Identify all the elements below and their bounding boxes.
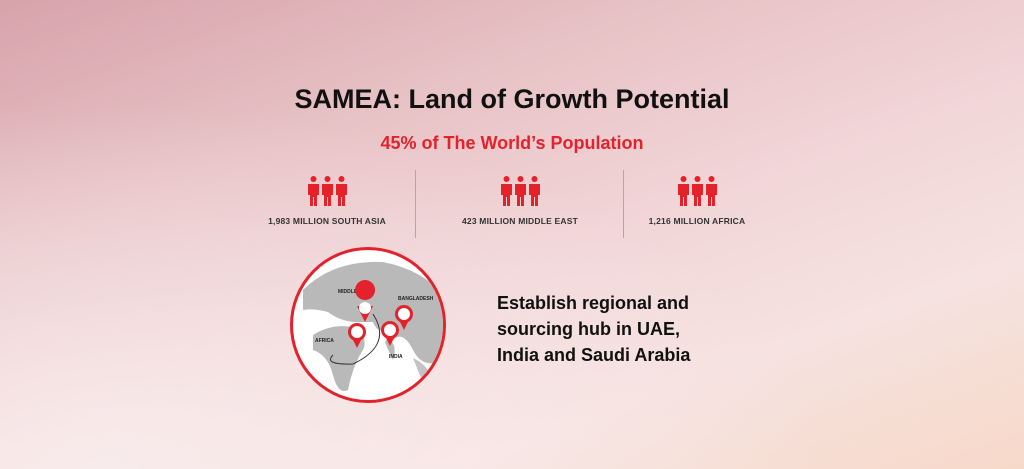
stat-label: 1,216 MILLION AFRICA [648,216,746,226]
stat-middle-east: 423 MILLION MIDDLE EAST [425,176,615,226]
hub-line: Establish regional and [497,293,690,313]
page-subtitle: 45% of The World’s Population [380,133,644,153]
map-pin-icon [355,280,376,322]
people-icon [232,176,422,206]
map-label-africa: AFRICA [315,338,334,344]
hub-description: Establish regional and sourcing hub in U… [497,290,690,368]
map-label-india: INDIA [389,354,403,360]
map-label-bangladesh: BANGLADESH [398,296,434,302]
people-icon [425,176,615,206]
map-pin-icon [381,321,399,346]
stat-africa: 1,216 MILLION AFRICA [602,176,792,226]
stat-south-asia: 1,983 MILLION SOUTH ASIA [232,176,422,226]
map-label-middle-east: MIDDLE EAST [338,289,372,295]
divider [415,170,416,238]
map-pin-icon [348,323,366,348]
stat-label: 423 MILLION MIDDLE EAST [461,216,579,226]
page-title: SAMEA: Land of Growth Potential [294,84,730,114]
stat-label: 1,983 MILLION SOUTH ASIA [268,216,386,226]
hub-line: India and Saudi Arabia [497,345,691,365]
world-map-image: MIDDLE EAST BANGLADESH AFRICA INDIA [290,247,446,403]
map-pin-icon [395,305,413,330]
divider [623,170,624,238]
hub-line: sourcing hub in UAE, [497,319,680,339]
people-icon [602,176,792,206]
